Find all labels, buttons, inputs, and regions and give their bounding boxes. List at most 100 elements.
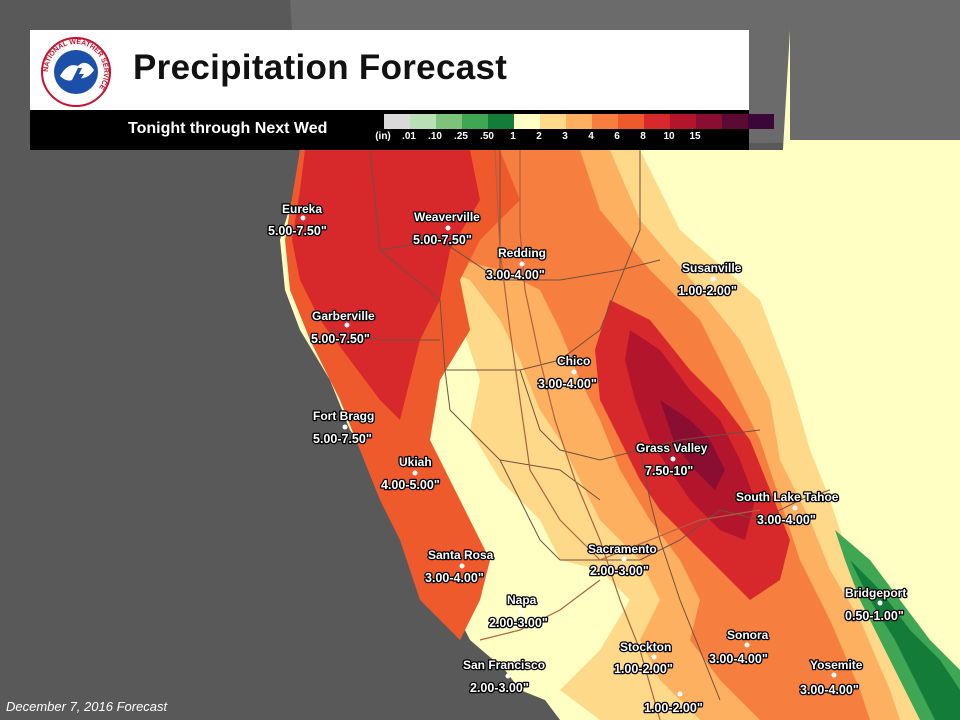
location-fort-bragg: Fort Bragg 5.00-7.50" — [312, 408, 376, 448]
location-stockton: Stockton 1.00-2.00" — [613, 639, 674, 678]
city-label: Grass Valley — [636, 441, 708, 455]
legend-tick-label: .10 — [428, 131, 442, 142]
legend-tick-label: 2 — [536, 131, 542, 142]
legend-tick-label: 3 — [562, 131, 568, 142]
city-label: Stockton — [620, 640, 671, 654]
location-susanville: Susanville 1.00-2.00" — [677, 260, 743, 300]
nevada-land — [780, 30, 960, 520]
county-borders — [329, 149, 831, 701]
legend-swatch — [566, 114, 592, 129]
legend-swatch — [540, 114, 566, 129]
location-san-francisco: San Francisco 2.00-3.00" — [462, 657, 547, 697]
subtitle-bar: Tonight through Next Wed (in) .01 .10 .25.… — [30, 110, 774, 150]
city-label: Ukiah — [399, 455, 432, 469]
amount-label: 2.00-3.00" — [489, 616, 548, 630]
location-eureka: Eureka 5.00-7.50" — [267, 201, 328, 240]
legend-swatch — [644, 114, 670, 129]
legend-swatches — [384, 114, 774, 129]
city-label: Redding — [498, 246, 546, 260]
location-unnamed: 1.00-2.00" — [643, 691, 704, 716]
legend-tick-label: .50 — [480, 131, 494, 142]
location-weaverville: Weaverville 5.00-7.50" — [412, 209, 482, 249]
legend-tick-label: 1 — [510, 131, 516, 142]
amount-label: 5.00-7.50" — [313, 432, 372, 446]
legend-tick-label: 10 — [663, 131, 675, 142]
amount-label: 3.00-4.00" — [425, 571, 484, 585]
city-label: San Francisco — [463, 658, 545, 672]
precip-zone-6in — [292, 150, 480, 420]
location-bridgeport: Bridgeport 0.50-1.00" — [844, 585, 908, 625]
subtitle: Tonight through Next Wed — [128, 120, 328, 137]
amount-label: 5.00-7.50" — [413, 233, 472, 247]
legend-tick-label: 6 — [614, 131, 620, 142]
location-south-lake-tahoe: South Lake Tahoe 3.00-4.00" — [735, 489, 840, 529]
precip-zone-east-darkgreen — [850, 560, 960, 720]
amount-label: 3.00-4.00" — [800, 683, 859, 697]
city-label: Weaverville — [414, 210, 480, 224]
title-panel: NATIONAL WEATHER SERVICE Precipitation F… — [30, 30, 749, 110]
amount-label: 2.00-3.00" — [590, 564, 649, 578]
legend-tick-label: 8 — [640, 131, 646, 142]
amount-label: 2.00-3.00" — [470, 681, 529, 695]
location-napa: Napa 2.00-3.00" — [488, 592, 549, 632]
page-title: Precipitation Forecast — [133, 48, 508, 87]
nws-logo: NATIONAL WEATHER SERVICE — [41, 37, 111, 107]
city-label: Sonora — [727, 628, 769, 642]
city-label: Eureka — [282, 202, 322, 216]
location-sonora: Sonora 3.00-4.00" — [708, 627, 770, 668]
legend-swatch — [696, 114, 722, 129]
city-label: Bridgeport — [845, 586, 906, 600]
amount-label: 5.00-7.50" — [268, 224, 327, 238]
legend-tick-label: 4 — [588, 131, 594, 142]
amount-label: 3.00-4.00" — [757, 513, 816, 527]
location-sacramento: Sacramento 2.00-3.00" — [587, 541, 658, 580]
location-chico: Chico 3.00-4.00" — [537, 353, 598, 393]
legend-swatch — [462, 114, 488, 129]
city-label: Garberville — [312, 309, 375, 323]
legend-swatch — [488, 114, 514, 129]
amount-label: 1.00-2.00" — [614, 662, 673, 676]
legend-ticks: (in) .01 .10 .25 .50 1 2 3 4 6 8 10 15 — [370, 129, 774, 142]
legend-swatch — [514, 114, 540, 129]
amount-label: 4.00-5.00" — [381, 478, 440, 492]
city-label: Chico — [557, 354, 590, 368]
amount-label: 3.00-4.00" — [709, 652, 768, 666]
city-label: Fort Bragg — [313, 409, 374, 423]
legend-swatch — [410, 114, 436, 129]
amount-label: 3.00-4.00" — [538, 377, 597, 391]
amount-label: 5.00-7.50" — [311, 332, 370, 346]
location-ukiah: Ukiah 4.00-5.00" — [380, 454, 441, 494]
legend-tick-label: .01 — [402, 131, 416, 142]
city-label: Sacramento — [588, 542, 657, 556]
legend-swatch — [670, 114, 696, 129]
legend: (in) .01 .10 .25 .50 1 2 3 4 6 8 10 15 — [375, 114, 774, 142]
legend-swatch — [592, 114, 618, 129]
legend-swatch — [384, 114, 410, 129]
amount-label: 1.00-2.00" — [678, 284, 737, 298]
highways — [479, 149, 761, 720]
location-garberville: Garberville 5.00-7.50" — [310, 308, 377, 348]
legend-unit: (in) — [375, 131, 391, 142]
precip-zone-sierra-10in — [660, 400, 725, 490]
city-label: Yosemite — [810, 658, 863, 672]
city-label: South Lake Tahoe — [736, 490, 839, 504]
city-label: Santa Rosa — [428, 548, 494, 562]
forecast-date: December 7, 2016 Forecast — [6, 699, 168, 714]
amount-label: 3.00-4.00" — [486, 268, 545, 282]
location-santa-rosa: Santa Rosa 3.00-4.00" — [424, 547, 495, 587]
location-yosemite: Yosemite 3.00-4.00" — [799, 657, 864, 699]
city-label: Napa — [507, 593, 537, 607]
location-redding: Redding 3.00-4.00" — [485, 245, 548, 284]
location-grass-valley: Grass Valley 7.50-10" — [635, 440, 709, 480]
city-label: Susanville — [682, 261, 742, 275]
amount-label: 7.50-10" — [645, 464, 693, 478]
amount-label: 0.50-1.00" — [845, 609, 904, 623]
legend-tick-label: 15 — [689, 131, 701, 142]
legend-tick-label: .25 — [454, 131, 468, 142]
legend-swatch — [722, 114, 748, 129]
legend-swatch — [436, 114, 462, 129]
legend-swatch — [618, 114, 644, 129]
amount-label: 1.00-2.00" — [644, 701, 703, 715]
legend-swatch — [748, 114, 774, 129]
nevada-shadow — [790, 30, 960, 140]
